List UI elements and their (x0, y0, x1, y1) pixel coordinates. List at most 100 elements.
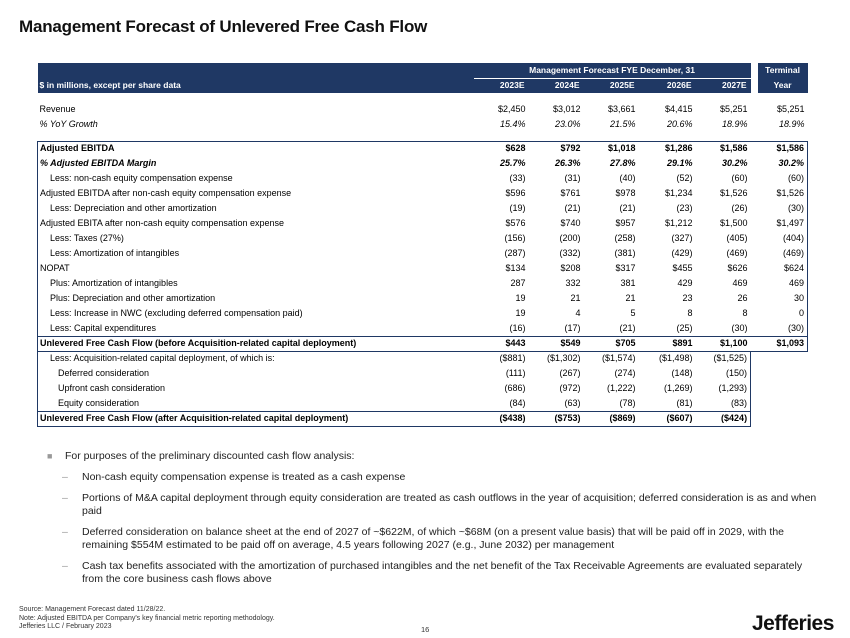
terminal-value: $1,586 (757, 140, 809, 156)
row-label: Less: Acquisition-related capital deploy… (37, 351, 474, 366)
note-item: – Portions of M&A capital deployment thro… (62, 491, 817, 518)
table-row: NOPAT $134 $208 $317 $455 $626 $624 (37, 261, 809, 276)
row-value: 5 (630, 308, 636, 318)
spacer-row (38, 93, 808, 102)
row-value: 20.6% (666, 119, 693, 129)
row-value: $455 (672, 263, 693, 273)
row-label: % Adjusted EBITDA Margin (37, 156, 474, 171)
dash-bullet-icon: – (62, 525, 68, 538)
row-value: $3,661 (607, 104, 636, 114)
row-value: 8 (742, 308, 748, 318)
terminal-value: $5,251 (777, 104, 805, 114)
row-value: $134 (505, 263, 526, 273)
table-row: Unlevered Free Cash Flow (after Acquisit… (37, 410, 808, 427)
terminal-value: $624 (757, 261, 809, 276)
row-value: $596 (505, 188, 526, 198)
year-header: 2023E (473, 78, 529, 93)
terminal-year-header: Year (757, 78, 808, 93)
row-value: 25.7% (499, 158, 526, 168)
row-label: Less: Taxes (27%) (37, 231, 474, 246)
dash-bullet-icon: – (62, 491, 68, 504)
row-value: (52) (676, 173, 693, 183)
row-value: (274) (614, 368, 636, 378)
footer-note: Note: Adjusted EBITDA per Company's key … (19, 614, 275, 622)
terminal-value: (30) (757, 201, 809, 216)
terminal-value (758, 381, 808, 396)
row-value: (23) (676, 203, 693, 213)
row-value: 4 (575, 308, 581, 318)
table-row: Less: Taxes (27%) (156) (200) (258) (327) (40… (37, 231, 809, 246)
row-value: 18.9% (722, 119, 748, 129)
forecast-group-header: Management Forecast FYE December, 31 (473, 63, 751, 79)
terminal-value: (404) (757, 231, 809, 246)
row-value: (150) (695, 366, 752, 381)
table-row: Less: Depreciation and other amortizatio… (37, 201, 809, 216)
row-value: ($1,302) (546, 353, 581, 364)
row-value: 26.3% (554, 158, 581, 168)
row-value: 30.2% (722, 158, 748, 168)
footer: Source: Management Forecast dated 11/28/… (19, 606, 275, 632)
table-row: % YoY Growth 15.4% 23.0% 21.5% 20.6% 18.9% 18.… (38, 117, 808, 132)
year-header: 2024E (528, 78, 584, 93)
row-value: (63) (564, 397, 581, 408)
row-value: (381) (614, 248, 636, 258)
jefferies-logo: Jefferies (752, 612, 834, 635)
row-label: Less: Amortization of intangibles (37, 246, 474, 261)
row-value: $1,100 (695, 335, 751, 352)
row-label: NOPAT (37, 261, 474, 276)
row-value: $705 (583, 335, 639, 352)
note-item: – Deferred consideration on balance sheet… (62, 525, 785, 552)
row-value: (258) (614, 233, 636, 243)
terminal-value: $1,526 (757, 186, 809, 201)
row-value: (287) (504, 248, 526, 258)
terminal-value: (469) (757, 246, 809, 261)
row-value: $443 (473, 335, 529, 352)
row-value: $208 (560, 263, 581, 273)
note-item: – Non-cash equity compensation expense is… (62, 471, 406, 483)
row-value: $576 (505, 218, 526, 228)
row-value: $549 (528, 335, 584, 352)
row-value: $1,500 (720, 218, 748, 228)
row-label: Upfront cash consideration (37, 381, 474, 396)
table-row: Plus: Depreciation and other amortizatio… (37, 291, 809, 306)
row-value: ($424) (695, 410, 752, 427)
row-label: Adjusted EBITA after non-cash equity com… (37, 216, 474, 231)
row-value: $5,251 (720, 104, 748, 114)
row-value: $2,450 (497, 104, 526, 114)
row-value: 27.8% (609, 158, 636, 168)
year-header: 2026E (638, 78, 696, 93)
row-label: % YoY Growth (39, 119, 98, 129)
row-value: ($607) (638, 410, 696, 427)
row-value: 23 (682, 293, 693, 303)
terminal-value (758, 411, 808, 426)
row-value: (429) (671, 248, 693, 258)
square-bullet-icon: ■ (47, 451, 53, 461)
terminal-value: $1,093 (757, 335, 809, 352)
row-value: ($1,498) (658, 353, 693, 364)
row-value: (1,293) (695, 381, 752, 396)
row-value: (21) (619, 203, 636, 213)
table-row: Adjusted EBITA after non-cash equity com… (37, 216, 809, 231)
terminal-value (758, 396, 808, 411)
row-value: (972) (559, 383, 581, 393)
row-value: (332) (559, 248, 581, 258)
year-header: 2025E (583, 78, 639, 93)
row-value: $891 (638, 335, 696, 352)
row-label: Revenue (39, 104, 76, 114)
terminal-value: 0 (757, 306, 809, 321)
notes-section: ■ For purposes of the preliminary discou… (47, 450, 817, 594)
row-label: Less: Capital expenditures (37, 321, 474, 336)
notes-intro-text: For purposes of the preliminary discount… (65, 450, 355, 462)
row-value: $1,212 (664, 218, 693, 228)
row-value: $761 (560, 188, 581, 198)
row-value: 332 (565, 278, 581, 288)
table-row: Less: Amortization of intangibles (287) (3… (37, 246, 809, 261)
row-label: Less: Depreciation and other amortizatio… (37, 201, 474, 216)
dash-bullet-icon: – (62, 559, 68, 572)
row-label: Plus: Amortization of intangibles (37, 276, 474, 291)
table-row: Revenue $2,450 $3,012 $3,661 $4,415 $5,251 $5,… (38, 102, 808, 117)
row-value: (469) (726, 248, 748, 258)
row-value: ($438) (473, 410, 529, 427)
footer-source: Source: Management Forecast dated 11/28/… (19, 606, 166, 613)
header-row-2: $ in millions, except per share data 202… (37, 78, 808, 93)
